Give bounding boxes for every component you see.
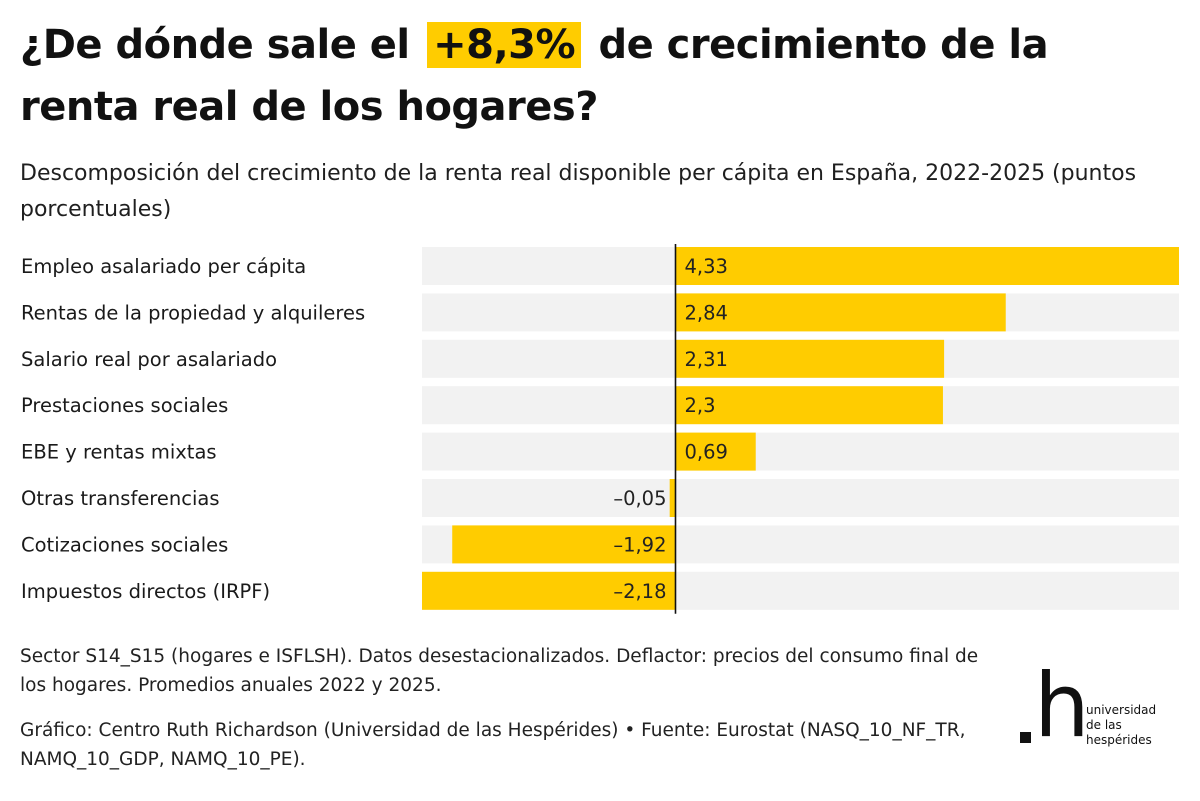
category-label: Empleo asalariado per cápita (21, 255, 306, 278)
category-label: EBE y rentas mixtas (21, 441, 217, 464)
title-text-after: de crecimiento de la renta real de los h… (20, 22, 1049, 130)
category-label: Impuestos directos (IRPF) (21, 580, 270, 603)
bar (675, 339, 945, 378)
category-label: Otras transferencias (21, 487, 220, 510)
category-label: Rentas de la propiedad y alquileres (21, 301, 365, 324)
bar-track (422, 432, 1179, 471)
bar (675, 247, 1179, 285)
value-label: 4,33 (684, 255, 727, 278)
chart-subtitle: Descomposición del crecimiento de la ren… (20, 161, 1137, 222)
chart-title: ¿De dónde sale el +8,3% de crecimiento d… (20, 14, 1160, 138)
bar-track (422, 479, 1179, 517)
bar (675, 432, 756, 471)
university-logo: h universidad de las hespérides (1010, 662, 1180, 756)
title-highlight: +8,3% (427, 22, 582, 68)
logo-word-3: hespérides (1086, 733, 1152, 747)
bar-chart: Empleo asalariado per cápita 4,33 Rentas d… (21, 244, 1179, 614)
value-label: 2,31 (684, 348, 727, 371)
logo-dot (1020, 732, 1031, 743)
logo-word-1: universidad (1086, 703, 1157, 717)
bar (669, 479, 676, 517)
bar (422, 571, 676, 610)
bar (675, 386, 943, 425)
logo-word-2: de las (1086, 718, 1122, 732)
bar (675, 293, 1006, 332)
logo-wordmark: universidad de las hespérides (1086, 703, 1156, 748)
value-label: 2,3 (684, 394, 715, 417)
value-label: –0,05 (613, 487, 666, 510)
footnote: Sector S14_S15 (hogares e ISFLSH). Datos… (20, 646, 979, 696)
title-text-before: ¿De dónde sale el (20, 22, 410, 68)
logo-mark: h (1034, 654, 1090, 757)
category-label: Salario real por asalariado (21, 348, 277, 371)
value-label: –2,18 (613, 580, 666, 603)
category-label: Cotizaciones sociales (21, 533, 228, 556)
source-credit: Gráfico: Centro Ruth Richardson (Univers… (20, 720, 966, 770)
category-label: Prestaciones sociales (21, 394, 228, 417)
bar (452, 525, 676, 564)
value-label: 0,69 (684, 441, 727, 464)
value-label: –1,92 (613, 533, 666, 556)
value-label: 2,84 (684, 301, 727, 324)
